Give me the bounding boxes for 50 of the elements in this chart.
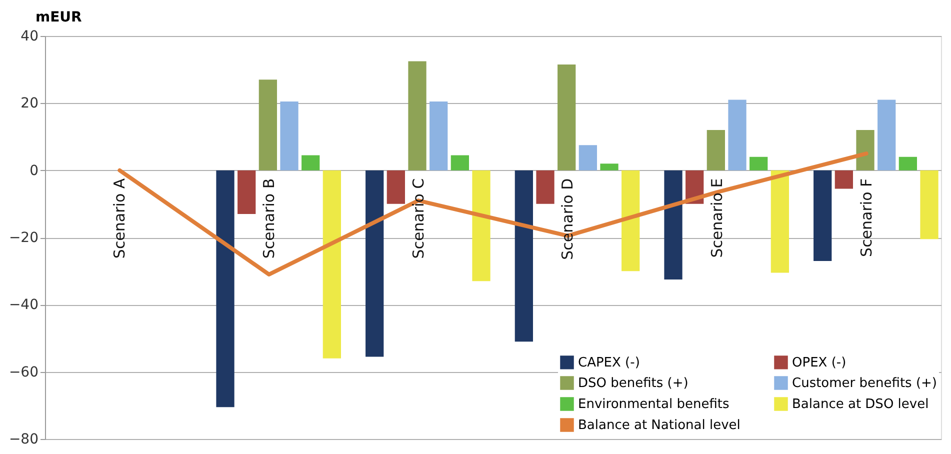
y-tick-label: −60 <box>8 364 38 380</box>
legend-label: Balance at DSO level <box>792 397 929 412</box>
bar <box>578 145 597 170</box>
bar <box>302 155 320 170</box>
bar <box>600 164 618 170</box>
bar <box>216 170 234 408</box>
legend-label: Customer benefits (+) <box>792 376 937 391</box>
bar <box>408 61 426 170</box>
bar <box>238 170 256 214</box>
x-tick-label: Scenario E <box>708 178 726 258</box>
bar <box>450 155 469 170</box>
bar <box>472 170 490 282</box>
bar <box>728 100 746 170</box>
legend-label: Balance at National level <box>578 418 740 433</box>
x-tick-label: Scenario D <box>558 178 577 260</box>
x-tick-label: Scenario B <box>260 178 278 259</box>
y-tick-label: −20 <box>8 230 38 246</box>
bar <box>430 101 448 170</box>
legend-label: DSO benefits (+) <box>578 376 688 391</box>
bar <box>856 130 874 170</box>
x-tick-label: Scenario A <box>110 178 129 259</box>
y-tick-label: −40 <box>8 297 38 314</box>
legend-label: CAPEX (-) <box>578 355 640 370</box>
bar <box>366 170 384 357</box>
bar <box>258 80 277 170</box>
bar <box>558 64 576 170</box>
y-axis-title: mEUR <box>36 10 82 26</box>
bar <box>514 170 533 342</box>
y-tick-label: 20 <box>20 96 38 112</box>
bar <box>664 170 682 280</box>
bar <box>536 170 554 204</box>
y-tick-label: −80 <box>8 432 38 448</box>
bar <box>706 130 725 170</box>
bar <box>622 170 640 272</box>
x-tick-label: Scenario F <box>857 178 876 257</box>
y-tick-label: 0 <box>30 162 38 179</box>
bar <box>280 101 298 170</box>
bar <box>814 170 832 262</box>
bar <box>878 100 896 170</box>
bar <box>322 170 341 358</box>
legend-label: Environmental benefits <box>578 397 730 412</box>
bar <box>920 170 938 240</box>
bar <box>898 156 917 170</box>
x-tick-label: Scenario C <box>409 178 428 259</box>
bar <box>386 170 405 204</box>
bar <box>750 156 768 170</box>
y-tick-label: 40 <box>20 28 38 44</box>
bar <box>834 170 853 189</box>
bar <box>770 170 789 273</box>
legend-label: OPEX (-) <box>792 355 846 370</box>
